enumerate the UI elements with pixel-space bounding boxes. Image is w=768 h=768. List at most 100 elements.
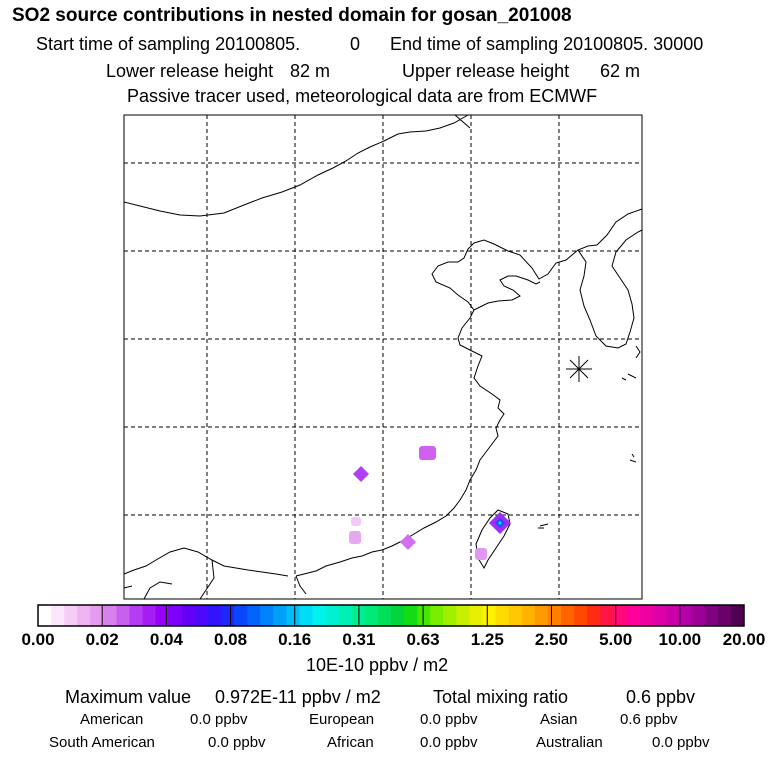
colorbar-cell: [730, 605, 745, 626]
start-time-value: 0: [350, 34, 361, 54]
coastlines: [123, 114, 643, 600]
colorbar-tick-label: 0.08: [213, 630, 248, 649]
source-hunan-a: [351, 517, 361, 526]
bohai-coast: [431, 208, 643, 311]
colorbar-cell: [207, 605, 222, 626]
colorbar-tick-label: 0.02: [85, 630, 119, 649]
colorbar-cell: [273, 605, 287, 626]
colorbar-cell: [338, 605, 353, 626]
colorbar-tick-label: 0.63: [406, 630, 440, 649]
region-value-african: 0.0 ppbv: [420, 734, 478, 751]
colorbar-cell: [103, 605, 117, 626]
colorbar-cell: [234, 605, 248, 626]
max-value-label: Maximum value: [65, 687, 192, 707]
colorbar-cell: [482, 605, 497, 626]
colorbar-cell: [534, 605, 549, 626]
colorbar-cell: [51, 605, 65, 626]
map-title: SO2 source contributions in nested domai…: [12, 5, 572, 26]
colorbar-cell: [587, 605, 601, 626]
southwest-border: [123, 547, 289, 600]
mongolia-border: [123, 114, 471, 217]
region-name-american: American: [80, 711, 144, 728]
source-guangdong: [400, 534, 416, 550]
colorbar-tick-label: 1.25: [470, 630, 504, 649]
colorbar-cell: [521, 605, 536, 626]
colorbar-cell: [181, 605, 196, 626]
colorbar-cell: [221, 605, 235, 626]
colorbar-cell: [312, 605, 327, 626]
colorbar-cell: [129, 605, 144, 626]
region-name-south-american: South American: [49, 734, 155, 751]
colorbar-cell: [665, 605, 680, 626]
region-value-asian: 0.6 ppbv: [620, 711, 678, 728]
colorbar-frame: [37, 604, 745, 627]
colorbar-tick-label: 5.00: [599, 630, 633, 649]
start-time-label: Start time of sampling 20100805.: [36, 34, 301, 54]
colorbar-cell: [325, 605, 340, 626]
colorbar-cell: [600, 605, 614, 626]
colorbar-cell: [704, 605, 719, 626]
colorbar-cell: [377, 605, 392, 626]
source-jiangxi: [353, 466, 369, 482]
colorbar-cell: [547, 605, 562, 626]
end-time-label: End time of sampling 20100805. 30000: [390, 34, 704, 54]
colorbar-cell: [194, 605, 209, 626]
colorbar-cell: [639, 605, 653, 626]
colorbar-cell: [574, 605, 588, 626]
colorbar-cell: [260, 605, 274, 626]
colorbar-cell: [299, 605, 314, 626]
colorbar-unit: 10E-10 ppbv / m2: [306, 655, 449, 675]
colorbar-cell: [77, 605, 91, 626]
source-hunan-b: [349, 531, 361, 544]
hainan-coast: [295, 575, 307, 595]
source-taiwan-peak: [498, 521, 502, 525]
colorbar-cell: [613, 605, 627, 626]
graticule: [124, 115, 642, 599]
region-name-australian: Australian: [536, 734, 603, 751]
colorbar-cell: [64, 605, 78, 626]
colorbar-tick-label: 0.04: [149, 630, 183, 649]
colorbar-cell: [560, 605, 575, 626]
colorbar-cell: [508, 605, 523, 626]
colorbar-cell: [652, 605, 667, 626]
region-value-south-american: 0.0 ppbv: [208, 734, 266, 751]
colorbar-tick-label: 10.00: [658, 630, 702, 649]
colorbar-cell: [443, 605, 457, 626]
region-value-european: 0.0 ppbv: [420, 711, 478, 728]
korea-coast: [577, 229, 643, 349]
colorbar-cell: [286, 605, 300, 626]
total-mixing-label: Total mixing ratio: [433, 687, 569, 707]
colorbar-cell: [430, 605, 444, 626]
east-coast: [295, 309, 505, 577]
colorbar-cell: [717, 605, 732, 626]
source-hotspots: [349, 446, 511, 560]
colorbar-cell: [90, 605, 104, 626]
source-taiwan-south: [475, 548, 487, 560]
max-value: 0.972E-11 ppbv / m2: [215, 687, 381, 707]
colorbar-cell: [626, 605, 640, 626]
region-value-american: 0.0 ppbv: [190, 711, 248, 728]
lower-release-value: 82 m: [290, 61, 331, 81]
colorbar-tick-label: 0.31: [342, 630, 376, 649]
colorbar-cell: [678, 605, 693, 626]
colorbar-cell: [38, 605, 52, 626]
colorbar-cell: [691, 605, 706, 626]
colorbar-cell: [116, 605, 131, 626]
colorbar-cells: [38, 605, 745, 626]
colorbar-cell: [417, 605, 431, 626]
colorbar-cell: [404, 605, 418, 626]
colorbar-tick-label: 0.00: [21, 630, 55, 649]
colorbar-cell: [155, 605, 170, 626]
colorbar-tick-label: 0.16: [278, 630, 312, 649]
colorbar-cell: [247, 605, 261, 626]
source-anhui: [419, 446, 436, 460]
region-name-african: African: [327, 734, 374, 751]
colorbar-cell: [469, 605, 484, 626]
region-name-asian: Asian: [540, 711, 578, 728]
colorbar-dividers: [101, 605, 681, 626]
colorbar-cell: [391, 605, 405, 626]
region-value-australian: 0.0 ppbv: [652, 734, 710, 751]
upper-release-label: Upper release height: [402, 61, 570, 81]
